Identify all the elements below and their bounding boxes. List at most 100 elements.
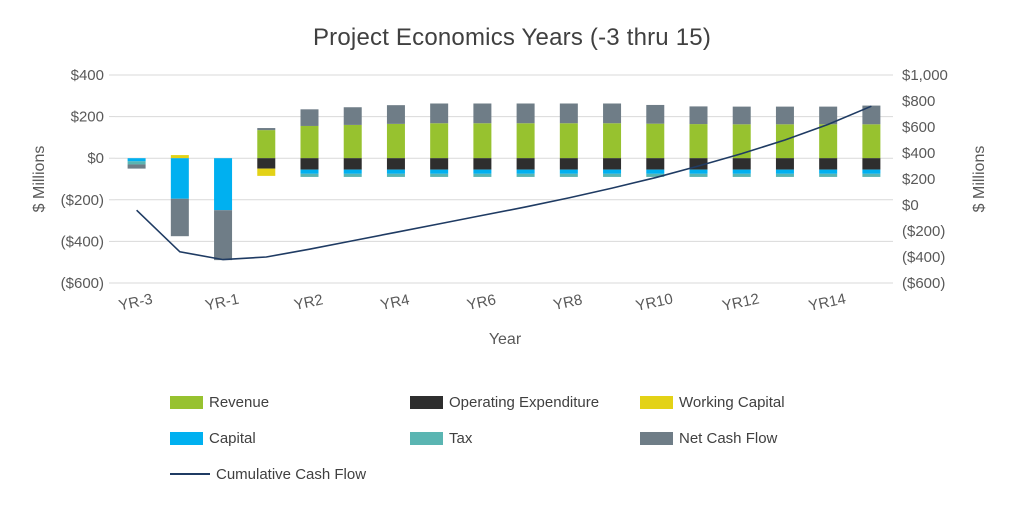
legend-item: Revenue xyxy=(170,392,410,412)
bar-segment xyxy=(646,169,665,174)
bar-segment xyxy=(775,106,794,125)
bar-segment xyxy=(732,106,751,125)
bar-segment xyxy=(214,210,233,261)
x-axis-tick-label: YR10 xyxy=(634,290,674,314)
bar-segment xyxy=(343,169,362,174)
bar-segment xyxy=(603,169,622,174)
legend-label: Tax xyxy=(449,429,473,447)
legend-color-swatch xyxy=(640,395,673,409)
bar-segment xyxy=(559,169,578,174)
bar-segment xyxy=(819,173,838,177)
bar-segment xyxy=(214,158,233,211)
bar-segment xyxy=(819,169,838,174)
legend-color-swatch xyxy=(170,395,203,409)
x-axis-tick-label: YR6 xyxy=(465,291,497,314)
bar-segment xyxy=(689,173,708,177)
bar-segment xyxy=(343,124,362,159)
bar-segment xyxy=(257,130,276,159)
bar-segment xyxy=(646,104,665,124)
legend-label: Cumulative Cash Flow xyxy=(216,465,367,483)
bar-segment xyxy=(473,103,492,124)
bar-segment xyxy=(603,123,622,159)
bar-segment xyxy=(473,158,492,170)
bar-segment xyxy=(775,124,794,159)
x-axis-title: Year xyxy=(488,331,522,348)
bar-segment xyxy=(646,158,665,170)
bar-segment xyxy=(862,124,881,159)
right-axis-tick-label: $0 xyxy=(902,197,919,214)
bar-segment xyxy=(559,158,578,170)
bar-segment xyxy=(127,164,146,169)
bar-segment xyxy=(473,169,492,174)
left-axis-tick-label: $400 xyxy=(71,67,104,84)
right-axis-tick-label: $600 xyxy=(902,119,935,136)
bar-segment xyxy=(775,169,794,174)
left-axis-tick-label: ($400) xyxy=(61,233,104,250)
legend-item: Tax xyxy=(410,428,640,448)
y-axis-title: $ Millions xyxy=(971,146,988,213)
bar-segment xyxy=(170,198,189,237)
right-axis-tick-label: ($400) xyxy=(902,249,945,266)
bar-segment xyxy=(646,123,665,159)
bar-segment xyxy=(516,103,535,124)
bar-segment xyxy=(300,125,319,159)
right-axis-tick-label: ($200) xyxy=(902,223,945,240)
stacked-bars xyxy=(127,103,881,261)
bar-segment xyxy=(430,169,449,174)
right-axis-tick-label: $1,000 xyxy=(902,67,948,84)
bar-segment xyxy=(732,124,751,159)
bar-segment xyxy=(386,173,405,177)
bar-segment xyxy=(473,173,492,177)
bar-segment xyxy=(516,158,535,170)
legend-item: Net Cash Flow xyxy=(640,428,890,448)
x-axis-tick-label: YR-1 xyxy=(204,291,241,315)
y-axis-title: $ Millions xyxy=(31,146,48,213)
chart-title: Project Economics Years (-3 thru 15) xyxy=(312,24,712,51)
bar-segment xyxy=(127,161,146,165)
x-axis-tick-label: YR12 xyxy=(721,290,761,314)
bar-segment xyxy=(430,103,449,124)
legend-label: Capital xyxy=(209,429,256,447)
bar-segment xyxy=(559,173,578,177)
bar-segment xyxy=(559,103,578,124)
legend-item: Operating Expenditure xyxy=(410,392,640,412)
bar-segment xyxy=(862,173,881,177)
bar-segment xyxy=(430,158,449,170)
x-axis-tick-label: YR8 xyxy=(552,291,584,314)
left-axis-tick-label: $0 xyxy=(87,150,104,167)
bar-segment xyxy=(819,124,838,159)
bar-segment xyxy=(300,173,319,177)
bar-segment xyxy=(559,123,578,159)
legend-item: Cumulative Cash Flow xyxy=(170,464,410,484)
bar-segment xyxy=(343,107,362,125)
cumulative-cash-flow-line xyxy=(136,105,872,261)
bar-segment xyxy=(386,123,405,159)
bar-segment xyxy=(862,158,881,170)
bar-segment xyxy=(170,155,189,159)
bar-segment xyxy=(775,158,794,170)
bar-segment xyxy=(516,169,535,174)
bar-segment xyxy=(819,158,838,170)
legend-label: Net Cash Flow xyxy=(679,429,778,447)
legend-label: Operating Expenditure xyxy=(449,393,600,411)
legend-color-swatch xyxy=(410,395,443,409)
bar-segment xyxy=(732,173,751,177)
bar-segment xyxy=(775,173,794,177)
x-axis-tick-label: YR4 xyxy=(379,291,411,314)
bar-segment xyxy=(646,173,665,177)
legend-color-swatch xyxy=(640,431,673,445)
right-axis-tick-label: ($600) xyxy=(902,275,945,292)
bar-segment xyxy=(516,123,535,159)
bar-segment xyxy=(819,106,838,125)
bar-segment xyxy=(603,158,622,170)
left-axis-tick-label: ($200) xyxy=(61,192,104,209)
x-axis-tick-label: YR2 xyxy=(293,291,325,314)
left-axis-tick-label: $200 xyxy=(71,109,104,126)
bar-segment xyxy=(862,105,881,125)
right-axis-tick-label: $800 xyxy=(902,93,935,110)
bar-segment xyxy=(257,158,276,169)
bar-segment xyxy=(430,173,449,177)
bar-segment xyxy=(689,124,708,159)
